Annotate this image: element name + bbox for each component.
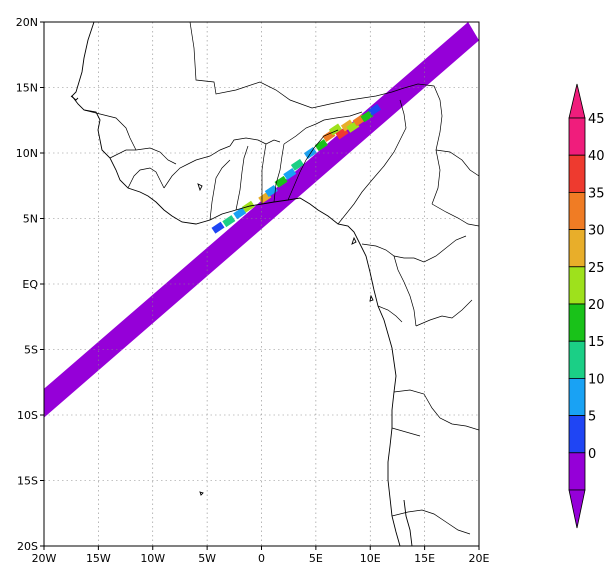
colorbar-label-4: 20 [588,298,605,313]
colorbar-segment-6 [568,229,586,268]
rain-cell-14 [340,119,354,132]
x-tick-label-0: 20W [32,552,57,565]
colorbar-label-0: 0 [588,447,596,462]
grid-lines [44,22,479,546]
colorbar-segment-9 [568,117,586,156]
colorbar-label-9: 45 [588,112,605,127]
colorbar-label-7: 35 [588,186,605,201]
colorbar-top-arrow [568,83,586,119]
colorbar-label-2: 10 [588,372,605,387]
country-borders [83,22,479,535]
y-tick-label-7: 15S [17,475,38,488]
colorbar-segment-2 [568,377,586,416]
colorbar-segment-1 [568,415,586,454]
coastlines [70,22,413,546]
axis-ticks [40,21,480,550]
y-tick-label-5: 5S [24,344,38,357]
colorbar-label-6: 30 [588,224,605,239]
colorbar-segment-7 [568,191,586,230]
colorbar-segment-0 [568,452,586,491]
x-axis-labels: 20W 15W 10W 5W 0 5E 10E 15E 20E [32,552,490,565]
plot-area [44,22,479,546]
rain-cell-6 [274,175,288,188]
rain-cell-2 [233,207,247,220]
x-tick-label-5: 5E [309,552,323,565]
y-tick-label-8: 20S [17,540,38,553]
rain-cell-8 [290,158,304,171]
colorbar-segment-8 [568,154,586,193]
x-tick-label-4: 0 [258,552,265,565]
colorbar-segment-3 [568,340,586,379]
colorbar-label-8: 40 [588,149,605,164]
rain-cell-18 [368,103,382,116]
rain-cell-5 [264,185,278,197]
x-tick-label-8: 20E [469,552,490,565]
africa-coastline [71,22,401,546]
x-tick-label-2: 10W [140,552,165,565]
x-tick-label-6: 10E [360,552,381,565]
satellite-swath [44,22,479,418]
rain-cell-1 [222,215,236,228]
y-tick-label-2: 10N [16,147,38,160]
colorbar [568,83,586,529]
rain-cell-7 [283,167,297,180]
colorbar-label-5: 25 [588,261,605,276]
colorbar-label-1: 5 [588,410,596,425]
rain-layer [211,103,382,234]
rain-cell-10 [314,139,328,152]
y-tick-label-6: 10S [17,409,38,422]
y-tick-label-0: 20N [16,16,38,29]
y-tick-label-4: EQ [22,278,38,291]
x-tick-label-3: 5W [198,552,216,565]
colorbar-label-3: 15 [588,335,605,350]
colorbar-bottom-arrow [568,489,586,529]
colorbar-segment-4 [568,303,586,342]
colorbar-labels: 0 5 10 15 20 25 30 35 40 45 [588,112,605,462]
colorbar-segment-5 [568,266,586,305]
y-axis-labels: 20N 15N 10N 5N EQ 5S 10S 15S 20S [16,16,39,553]
y-tick-label-1: 15N [16,82,38,95]
rain-cell-0 [211,221,225,234]
y-tick-label-3: 5N [23,213,38,226]
x-tick-label-1: 15W [86,552,111,565]
x-tick-label-7: 15E [414,552,435,565]
